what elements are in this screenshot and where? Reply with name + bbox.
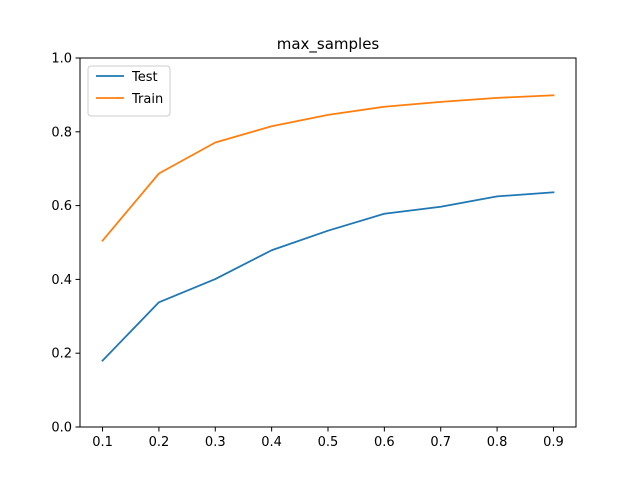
x-tick-label: 0.2 bbox=[149, 435, 170, 450]
x-tick-label: 0.1 bbox=[92, 435, 113, 450]
y-tick-label: 0.4 bbox=[51, 273, 72, 288]
legend-box bbox=[87, 65, 171, 117]
plot-frame bbox=[79, 57, 577, 428]
x-tick-label: 0.8 bbox=[487, 435, 508, 450]
x-tick-label: 0.7 bbox=[430, 435, 451, 450]
ticks: 0.1 0.2 0.3 0.4 0.5 0.6 0.7 0.8 0.9 0.0 0.2 0.4 0.6 0… bbox=[51, 52, 563, 451]
y-tick-label: 0.6 bbox=[51, 199, 72, 214]
y-tick-label: 0.0 bbox=[51, 421, 72, 436]
y-tick-label: 1.0 bbox=[51, 52, 72, 67]
legend-label-test: Test bbox=[131, 70, 158, 85]
x-tick-label: 0.9 bbox=[543, 435, 564, 450]
x-tick-label: 0.4 bbox=[261, 435, 282, 450]
y-tick-label: 0.8 bbox=[51, 125, 72, 140]
series-line-train bbox=[101, 94, 555, 242]
legend-label-train: Train bbox=[131, 92, 163, 107]
x-tick-label: 0.3 bbox=[205, 435, 226, 450]
series-layer bbox=[101, 94, 555, 362]
chart-title: max_samples bbox=[277, 35, 380, 54]
y-tick-label: 0.2 bbox=[51, 347, 72, 362]
series-line-test bbox=[101, 191, 555, 362]
legend: Test Train bbox=[87, 65, 171, 117]
x-tick-label: 0.6 bbox=[374, 435, 395, 450]
x-tick-label: 0.5 bbox=[318, 435, 339, 450]
